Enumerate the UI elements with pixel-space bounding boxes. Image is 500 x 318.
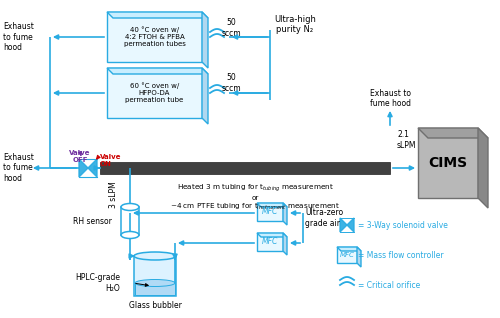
Bar <box>135 283 175 295</box>
Ellipse shape <box>121 204 139 211</box>
Text: Valve
OFF: Valve OFF <box>69 150 91 163</box>
Text: Exhaust
to fume
hood: Exhaust to fume hood <box>3 153 34 183</box>
Text: MFC: MFC <box>340 252 354 258</box>
Ellipse shape <box>135 280 175 287</box>
Polygon shape <box>107 12 208 18</box>
Text: MFC: MFC <box>262 238 278 246</box>
Polygon shape <box>337 247 361 251</box>
Polygon shape <box>347 218 354 232</box>
Polygon shape <box>107 68 208 74</box>
Text: Exhaust to
fume hood: Exhaust to fume hood <box>370 89 410 108</box>
Text: Ultra-high
purity N₂: Ultra-high purity N₂ <box>274 15 316 34</box>
Text: Ultra-zero
grade air: Ultra-zero grade air <box>305 208 343 228</box>
Text: 50
sccm: 50 sccm <box>221 73 241 93</box>
Text: Glass bubbler: Glass bubbler <box>128 301 182 310</box>
Text: Exhaust
to fume
hood: Exhaust to fume hood <box>3 22 34 52</box>
Polygon shape <box>88 159 97 177</box>
Polygon shape <box>257 203 287 207</box>
Bar <box>121 207 139 235</box>
Polygon shape <box>79 159 88 177</box>
Ellipse shape <box>134 252 176 260</box>
Text: RH sensor: RH sensor <box>73 217 112 225</box>
Polygon shape <box>202 12 208 68</box>
Polygon shape <box>202 68 208 124</box>
Text: = Mass flow controller: = Mass flow controller <box>358 251 444 259</box>
Text: = 3-Way solenoid valve: = 3-Way solenoid valve <box>358 220 448 230</box>
Text: 60 °C oven w/
HFPO-DA
permeation tube: 60 °C oven w/ HFPO-DA permeation tube <box>126 83 184 103</box>
Bar <box>134 256 176 296</box>
Polygon shape <box>357 247 361 267</box>
Text: 3 sLPM: 3 sLPM <box>108 182 118 208</box>
Text: Heated 3 m tubing for t$_{tubing}$ measurement
or
~4 cm PTFE tubing for t$_{inst: Heated 3 m tubing for t$_{tubing}$ measu… <box>170 182 340 212</box>
Polygon shape <box>418 128 478 198</box>
Bar <box>100 162 390 174</box>
Text: MFC: MFC <box>262 208 278 217</box>
Polygon shape <box>107 12 202 62</box>
Text: 50
sccm: 50 sccm <box>221 18 241 38</box>
Ellipse shape <box>121 232 139 238</box>
Polygon shape <box>337 247 357 263</box>
Text: 2.1
sLPM: 2.1 sLPM <box>397 130 416 150</box>
Polygon shape <box>283 233 287 255</box>
Polygon shape <box>340 218 347 232</box>
Text: Valve
ON: Valve ON <box>100 154 122 167</box>
Polygon shape <box>107 68 202 118</box>
Text: HPLC-grade
H₂O: HPLC-grade H₂O <box>75 273 120 293</box>
Polygon shape <box>418 128 488 138</box>
Polygon shape <box>283 203 287 225</box>
Text: CIMS: CIMS <box>428 156 468 170</box>
Text: = Critical orifice: = Critical orifice <box>358 280 420 289</box>
Polygon shape <box>257 233 287 237</box>
Polygon shape <box>257 233 283 251</box>
Text: 40 °C oven w/
4:2 FTOH & PFBA
permeation tubes: 40 °C oven w/ 4:2 FTOH & PFBA permeation… <box>124 27 186 47</box>
Polygon shape <box>257 203 283 221</box>
Polygon shape <box>478 128 488 208</box>
